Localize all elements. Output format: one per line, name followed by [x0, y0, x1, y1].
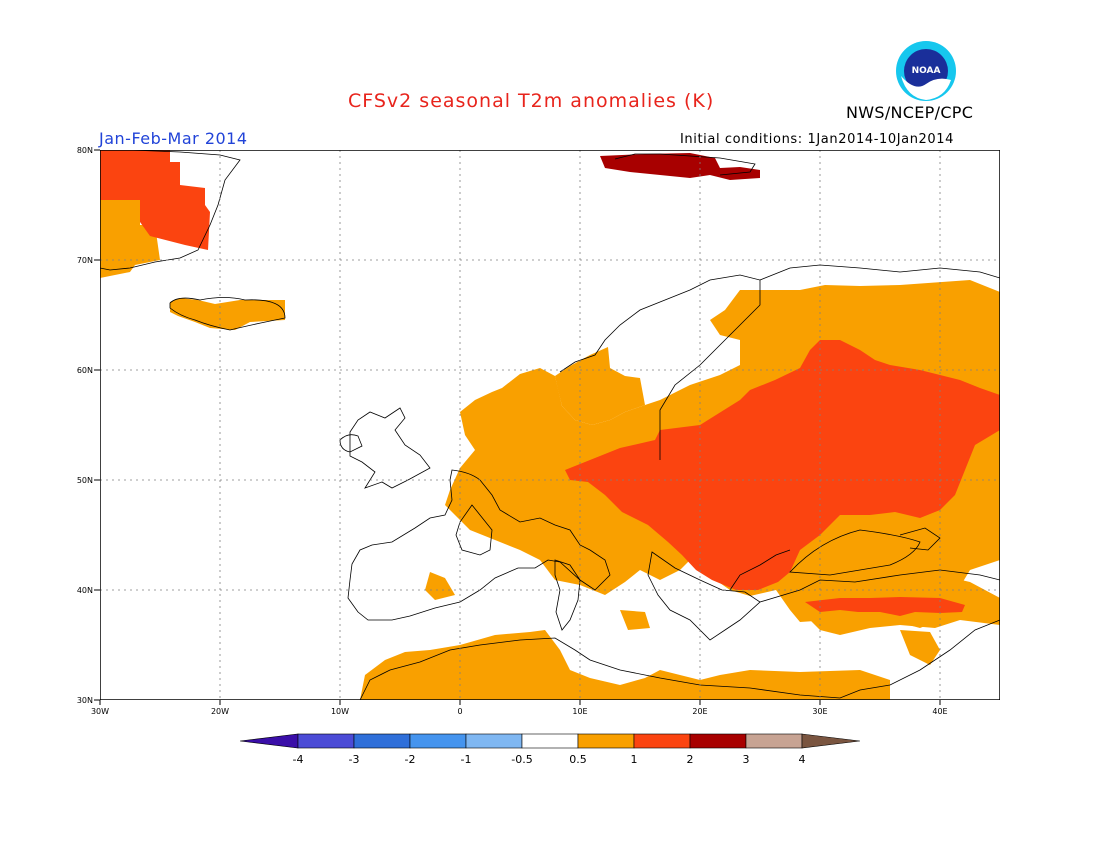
noaa-logo-text: NOAA: [912, 66, 941, 76]
season-label: Jan-Feb-Mar 2014: [99, 129, 248, 148]
colorbar-segment: [577, 733, 635, 749]
colorbar-tick-label: 3: [743, 753, 750, 766]
latitude-label: 60N: [77, 366, 93, 375]
colorbar-tick-label: -1: [461, 753, 472, 766]
latitude-label: 80N: [77, 146, 93, 155]
latitude-label: 70N: [77, 256, 93, 265]
chart-title: CFSv2 seasonal T2m anomalies (K): [348, 90, 715, 112]
colorbar-segment: [801, 733, 860, 749]
colorbar-segment: [689, 733, 747, 749]
colorbar-segment: [409, 733, 467, 749]
anomaly-map: [100, 150, 1000, 700]
coastlines: [100, 150, 1000, 700]
colorbar-tick-label: 4: [799, 753, 806, 766]
graticule: [100, 150, 1000, 700]
longitude-label: 30E: [812, 707, 827, 716]
longitude-label: 0: [457, 707, 462, 716]
initial-conditions-label: Initial conditions: 1Jan2014-10Jan2014: [680, 132, 955, 147]
latitude-label: 30N: [77, 696, 93, 705]
colorbar-segment: [240, 733, 299, 749]
colorbar-tick-label: -3: [349, 753, 360, 766]
longitude-label: 30W: [91, 707, 109, 716]
colorbar-segment: [633, 733, 691, 749]
longitude-label: 10E: [572, 707, 587, 716]
longitude-label: 20W: [211, 707, 229, 716]
colorbar-tick-label: -2: [405, 753, 416, 766]
colorbar-tick-label: 2: [687, 753, 694, 766]
colorbar-tick-label: -4: [293, 753, 304, 766]
colorbar-segment: [353, 733, 411, 749]
longitude-label: 20E: [692, 707, 707, 716]
colorbar-segment: [297, 733, 355, 749]
anomaly-red-regions: [100, 150, 1000, 616]
longitude-label: 10W: [331, 707, 349, 716]
colorbar-segment: [521, 733, 579, 749]
colorbar-segment: [745, 733, 803, 749]
latitude-label: 40N: [77, 586, 93, 595]
colorbar-tick-label: 1: [631, 753, 638, 766]
anomaly-darkred-regions: [600, 153, 760, 180]
colorbar: -4 -3 -2 -1 -0.5 0.5 1 2 3 4: [240, 733, 860, 766]
longitude-label: 40E: [932, 707, 947, 716]
colorbar-tick-label: -0.5: [511, 753, 532, 766]
colorbar-tick-label: 0.5: [569, 753, 587, 766]
latitude-label: 50N: [77, 476, 93, 485]
agency-label: NWS/NCEP/CPC: [846, 103, 974, 122]
noaa-logo-icon: NOAA: [896, 41, 956, 101]
colorbar-segment: [465, 733, 523, 749]
